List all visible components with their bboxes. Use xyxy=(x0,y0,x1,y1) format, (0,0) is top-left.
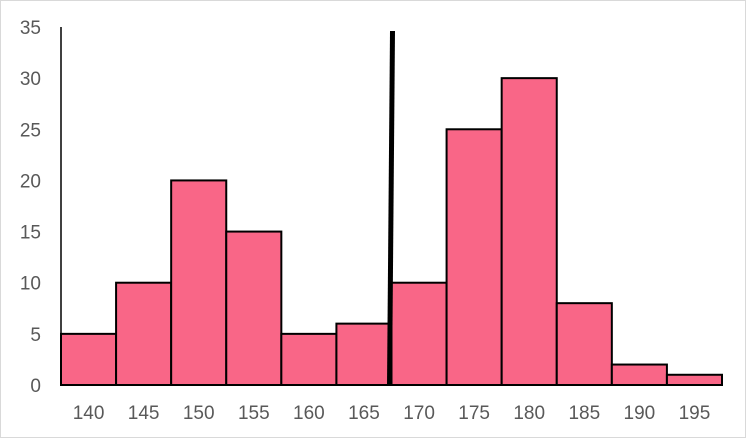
bar-185 xyxy=(555,302,613,386)
bar-145 xyxy=(115,281,173,387)
y-tick-label: 30 xyxy=(20,69,41,90)
vertical-marker-line xyxy=(387,30,395,387)
x-tick-label: 150 xyxy=(183,403,215,424)
bar-175 xyxy=(445,128,503,386)
bar-190 xyxy=(610,363,668,386)
x-tick-label: 160 xyxy=(293,403,325,424)
y-tick-label: 15 xyxy=(20,223,41,244)
y-tick-label: 5 xyxy=(30,325,41,346)
bar-140 xyxy=(60,332,118,387)
bar-160 xyxy=(280,332,338,387)
y-tick-label: 0 xyxy=(30,376,41,397)
x-tick-label: 185 xyxy=(568,403,600,424)
x-tick-label: 195 xyxy=(679,403,711,424)
y-tick-label: 25 xyxy=(20,120,41,141)
bar-165 xyxy=(335,322,393,386)
bar-155 xyxy=(225,230,283,386)
bar-150 xyxy=(170,179,228,386)
bar-180 xyxy=(500,77,558,387)
x-tick-label: 140 xyxy=(73,403,105,424)
x-tick-label: 155 xyxy=(238,403,270,424)
bar-195 xyxy=(665,373,724,386)
x-tick-label: 180 xyxy=(513,403,545,424)
x-tick-label: 165 xyxy=(348,403,380,424)
x-tick-label: 145 xyxy=(128,403,160,424)
y-tick-label: 35 xyxy=(20,18,41,39)
y-tick-label: 10 xyxy=(20,274,41,295)
y-tick-label: 20 xyxy=(20,171,41,192)
x-tick-label: 190 xyxy=(624,403,656,424)
bar-170 xyxy=(390,281,448,387)
x-tick-label: 175 xyxy=(458,403,490,424)
x-tick-label: 170 xyxy=(403,403,435,424)
